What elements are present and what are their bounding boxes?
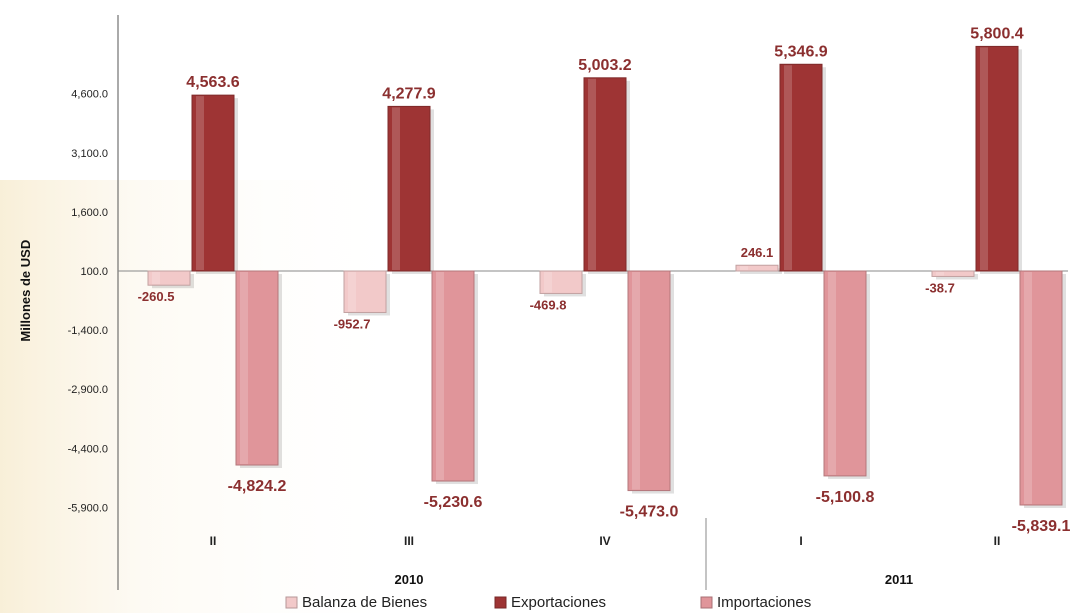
x-category-label: I [799, 534, 802, 548]
y-tick-label: -2,900.0 [68, 384, 108, 396]
bar [343, 270, 390, 316]
bar-highlight [152, 272, 160, 285]
bar-body [823, 270, 867, 477]
bar [431, 270, 478, 485]
bar [975, 45, 1022, 275]
y-tick-label: -1,400.0 [68, 325, 108, 337]
data-label: -5,473.0 [620, 504, 679, 521]
bar-body [235, 270, 279, 466]
bar-highlight [588, 78, 596, 270]
y-tick-label: -5,900.0 [68, 502, 108, 514]
bar [823, 270, 870, 479]
y-tick-label: 1,600.0 [71, 207, 108, 219]
data-label: 5,003.2 [578, 57, 631, 74]
legend-swatch [494, 596, 507, 609]
bar-body [627, 270, 671, 492]
bar-body [147, 270, 191, 286]
bar-body [539, 270, 583, 294]
bar-highlight [392, 107, 400, 270]
data-label: 5,800.4 [970, 25, 1023, 42]
bar-highlight [196, 96, 204, 271]
x-category-label: II [994, 534, 1001, 548]
bar-highlight [936, 272, 944, 276]
legend-label: Exportaciones [511, 594, 606, 611]
y-axis-label: Millones de USD [18, 240, 33, 342]
bar-body [779, 63, 823, 272]
bar-body [387, 105, 431, 272]
data-label: 5,346.9 [774, 43, 827, 60]
data-label: 4,277.9 [382, 85, 435, 102]
bar-highlight [240, 272, 248, 465]
data-label: -5,839.1 [1012, 518, 1071, 535]
data-label: -5,230.6 [424, 494, 483, 511]
data-label: -469.8 [530, 297, 567, 312]
data-label: -4,824.2 [228, 478, 287, 495]
bar-highlight [436, 272, 444, 481]
bar [191, 94, 238, 275]
bar-highlight [544, 272, 552, 293]
legend-label: Importaciones [717, 594, 811, 611]
bar [735, 264, 782, 274]
bar [235, 270, 282, 469]
bar [1019, 270, 1066, 509]
legend-item: Exportaciones [494, 594, 606, 611]
bar-body [931, 270, 975, 277]
x-category-label: II [210, 534, 217, 548]
x-category-label: III [404, 534, 414, 548]
bar [779, 63, 826, 274]
data-label: 4,563.6 [186, 74, 239, 91]
data-label: -260.5 [138, 289, 175, 304]
bar-highlight [740, 266, 748, 270]
bar-body [735, 264, 779, 272]
bar [931, 270, 978, 280]
data-label: -5,100.8 [816, 489, 875, 506]
data-label: 246.1 [741, 245, 774, 260]
bar-body [975, 45, 1019, 272]
bar-highlight [828, 272, 836, 475]
bar-body [431, 270, 475, 482]
bar-body [343, 270, 387, 313]
x-group-label: 2010 [395, 572, 424, 587]
bar-body [191, 94, 235, 272]
legend-swatch [700, 596, 713, 609]
x-group-label: 2011 [885, 572, 913, 587]
bar-highlight [632, 272, 640, 490]
bar-highlight [1024, 272, 1032, 505]
bar-body [1019, 270, 1063, 506]
bar-highlight [784, 65, 792, 270]
legend-swatch [285, 596, 298, 609]
y-tick-label: 3,100.0 [71, 148, 108, 160]
x-category-label: IV [599, 534, 610, 548]
legend-label: Balanza de Bienes [302, 594, 427, 611]
bar-highlight [980, 47, 988, 271]
data-label: -38.7 [925, 280, 955, 295]
bar-highlight [348, 272, 356, 312]
bar [539, 270, 586, 297]
bar-body [583, 77, 627, 272]
y-tick-label: 4,600.0 [71, 89, 108, 101]
bar [147, 270, 194, 289]
bar [387, 105, 434, 274]
data-label: -952.7 [334, 316, 371, 331]
legend-item: Importaciones [700, 594, 811, 611]
y-tick-label: -4,400.0 [68, 443, 108, 455]
legend-item: Balanza de Bienes [285, 594, 427, 611]
bar [583, 77, 630, 274]
y-tick-label: 100.0 [80, 266, 108, 278]
bar [627, 270, 674, 494]
